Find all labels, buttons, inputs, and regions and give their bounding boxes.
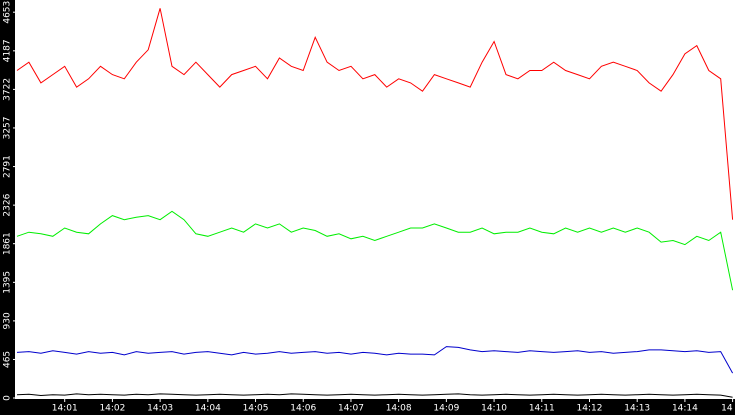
x-tick-label: 14:11 — [529, 404, 555, 414]
series-line — [16, 346, 734, 374]
y-tick-label: 4653 — [3, 1, 13, 24]
x-tick-label: 14 — [721, 404, 733, 414]
x-tick-label: 14:07 — [338, 404, 364, 414]
x-tick-label: 14:05 — [243, 404, 269, 414]
x-tick-label: 14:06 — [290, 404, 316, 414]
x-tick-label: 14:01 — [52, 404, 78, 414]
y-tick-label: 2326 — [3, 193, 13, 216]
y-tick-label: 0 — [3, 395, 13, 401]
y-tick-label: 1395 — [3, 271, 13, 294]
y-tick-label: 1861 — [3, 232, 13, 255]
series-line — [16, 8, 734, 220]
x-tick-label: 14:09 — [433, 404, 459, 414]
y-axis-strip — [0, 0, 15, 415]
y-tick-label: 3722 — [3, 78, 13, 101]
x-tick-label: 14:14 — [672, 404, 698, 414]
x-tick-label: 14:04 — [195, 404, 221, 414]
x-tick-label: 14:08 — [386, 404, 412, 414]
y-tick-label: 930 — [3, 312, 13, 329]
x-tick-label: 14:13 — [624, 404, 650, 414]
x-tick-label: 14:02 — [99, 404, 125, 414]
x-axis-strip — [0, 399, 735, 415]
y-tick-label: 2791 — [3, 155, 13, 178]
x-tick-label: 14:10 — [481, 404, 507, 414]
x-tick-label: 14:12 — [577, 404, 603, 414]
y-tick-label: 465 — [3, 351, 13, 368]
y-tick-label: 4187 — [3, 39, 13, 62]
series-line — [16, 393, 733, 398]
series-line — [16, 210, 734, 291]
x-tick-label: 14:03 — [147, 404, 173, 414]
y-tick-label: 3257 — [3, 116, 13, 139]
